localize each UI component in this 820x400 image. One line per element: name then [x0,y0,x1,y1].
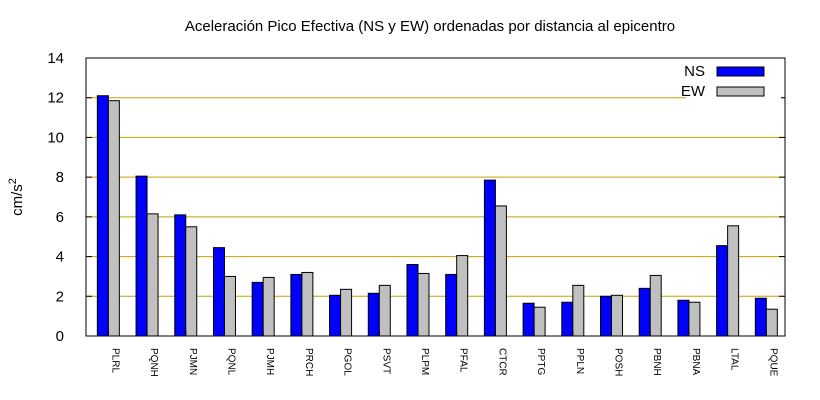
x-tick-label: PSVT [380,348,391,374]
y-tick-label: 14 [47,50,64,67]
bars [96,95,778,337]
bar-ns-pfal [445,273,458,337]
legend: NS EW [681,63,781,102]
y-axis-label-exponent: 2 [7,178,19,184]
x-tick-label: PPLN [574,348,585,374]
y-tick-label: 0 [56,328,64,345]
x-tick-label: PQNL [225,348,236,376]
x-tick-label: POSH [613,348,624,376]
bar-ns-pqnl [212,247,225,337]
chart-title: Aceleración Pico Efectiva (NS y EW) orde… [185,18,675,35]
bar-ew-prch [301,271,314,337]
x-tick-label: PLPM [419,348,430,375]
bar-ew-pfal [456,255,469,337]
y-tick-label: 8 [56,169,64,186]
x-tick-label: PQUE [767,348,778,377]
bar-ew-ctcr [494,205,507,337]
bar-ns-plrl [96,95,109,337]
bar-ew-pjmh [262,276,275,337]
bar-ns-pgol [329,294,342,337]
x-tick-label: LTAL [729,348,740,371]
y-axis-label: cm/s2 [7,178,26,216]
bar-ew-pgol [340,288,353,337]
grid [86,97,785,297]
bar-ns-pque [754,297,767,337]
y-axis-label-text: cm/s [9,184,26,216]
bar-ew-pjmn [185,226,198,337]
svg-text:cm/s2: cm/s2 [7,178,26,216]
x-tick-label: PJMN [187,348,198,375]
bar-ew-pque [765,308,778,337]
bar-ns-pptg [522,302,535,337]
plot-border [85,57,786,337]
y-tick-label: 6 [56,209,64,226]
y-tick-label: 12 [47,90,64,107]
bar-ns-ctcr [483,179,496,337]
bar-ns-psvt [367,292,380,337]
bar-ew-pbna [688,301,701,337]
bar-ns-ltal [716,245,729,337]
y-tick-label: 2 [56,288,64,305]
x-tick-label: PFAL [458,348,469,373]
bar-ew-pbnh [649,274,662,337]
bar-ew-pptg [533,306,546,337]
y-ticks: 0 2 4 6 8 10 12 14 [47,50,785,345]
legend-label-ew: EW [681,83,706,100]
bar-ns-pqnh [135,175,148,337]
bar-ns-plpm [406,264,419,337]
bar-ew-pqnh [146,213,159,337]
x-tick-label: PGOL [342,348,353,376]
x-tick-label: PBNA [690,348,701,376]
bar-ew-ltal [727,225,740,337]
x-tick-label: CTCR [496,348,507,376]
x-tick-label: PPTG [535,348,546,375]
x-tick-label: PBNH [651,348,662,376]
legend-swatch-ew [716,86,765,97]
bar-ew-pqnl [223,275,236,337]
y-tick-label: 10 [47,129,64,146]
bar-ew-ppln [572,284,585,337]
bar-ns-pbnh [638,287,651,337]
bar-ew-plrl [107,100,120,337]
bar-ns-posh [600,295,613,337]
x-tick-label: PRCH [303,348,314,376]
bar-ns-pjmn [174,214,187,337]
x-tick-label: PQNH [148,348,159,377]
x-tick-label: PJMH [264,348,275,375]
y-tick-label: 4 [56,249,64,266]
bar-ns-ppln [561,301,574,337]
legend-label-ns: NS [684,63,705,80]
plot-frame [85,57,786,337]
bar-ew-psvt [378,284,391,337]
bar-ns-pbna [677,299,690,337]
bar-ew-plpm [417,272,430,337]
bar-ns-pjmh [251,281,264,337]
x-tick-label: PLRL [109,348,120,373]
x-ticks: PLRL PQNH PJMN PQNL PJMH PRCH PGOL PSVT PLPM PFAL… [107,331,778,377]
bar-ns-prch [290,273,303,337]
bar-ew-posh [611,294,624,337]
legend-swatch-ns [716,66,765,77]
